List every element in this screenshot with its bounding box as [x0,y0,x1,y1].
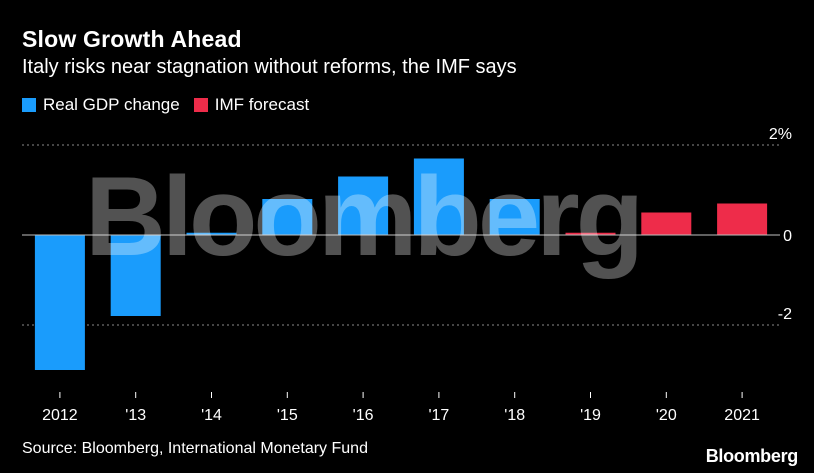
y-tick-label: 2% [769,126,792,143]
x-tick-label: '20 [656,407,677,424]
bar-real-gdp-5 [413,158,464,235]
bar-real-gdp-0 [34,235,85,370]
bar-real-gdp-2 [186,232,237,235]
x-tick-label: '17 [428,407,449,424]
x-tick-label: '19 [580,407,601,424]
y-tick-label: 0 [783,228,792,245]
x-tick-label: '14 [201,407,222,424]
chart-title: Slow Growth Ahead [22,26,242,52]
x-tick-label: '16 [353,407,374,424]
x-tick-label: '15 [277,407,298,424]
bar-imf-forecast-8 [641,212,692,235]
bar-real-gdp-6 [489,199,540,235]
bar-real-gdp-1 [110,235,161,316]
chart-subtitle: Italy risks near stagnation without refo… [22,56,517,78]
legend-swatch-real-gdp [22,98,36,112]
bar-real-gdp-3 [262,199,313,235]
x-tick-label: 2021 [724,407,760,424]
legend-label-imf-forecast: IMF forecast [214,95,310,114]
legend-item-real-gdp: Real GDP change [22,95,180,115]
legend-swatch-imf-forecast [193,98,208,112]
bar-real-gdp-4 [338,176,389,235]
legend-item-imf-forecast: IMF forecast [193,95,310,115]
source-note: Source: Bloomberg, International Monetar… [22,440,368,457]
legend: Real GDP change IMF forecast [22,95,323,115]
y-tick-label: -2 [778,306,792,323]
bar-imf-forecast-9 [717,203,768,235]
brand-logo: Bloomberg [705,446,799,466]
x-tick-label: '18 [504,407,525,424]
bar-imf-forecast-7 [565,232,616,235]
x-tick-label: 2012 [42,407,78,424]
legend-label-real-gdp: Real GDP change [43,95,180,114]
x-tick-label: '13 [125,407,146,424]
